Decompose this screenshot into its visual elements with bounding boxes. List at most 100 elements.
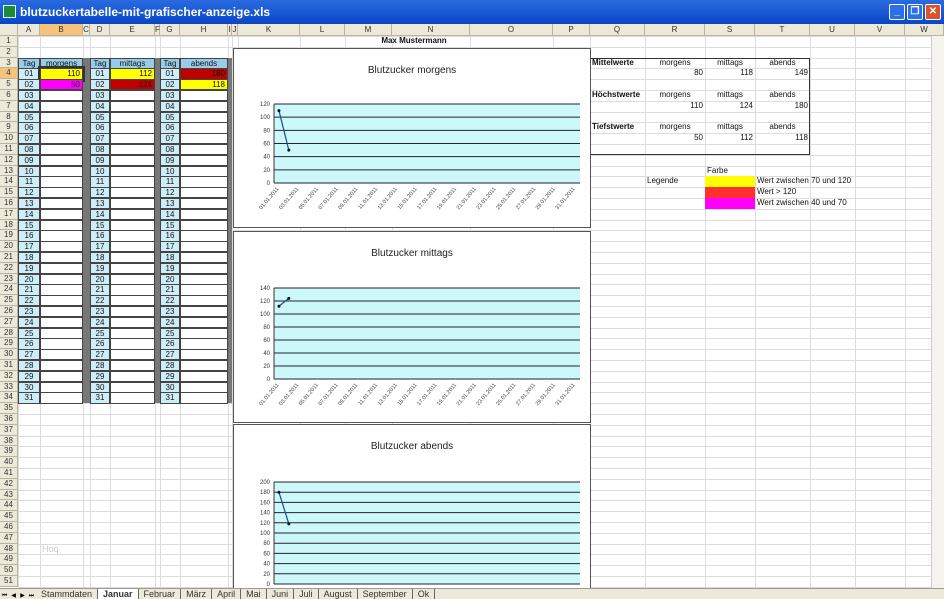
close-button[interactable]: ✕	[925, 4, 941, 20]
chart-1[interactable]: 0 20 40 60 80 100 120 140 01.01.2011 03.01.2011 05…	[233, 231, 591, 423]
legend-color-swatch[interactable]	[705, 176, 755, 188]
day-cell[interactable]: 05	[90, 111, 110, 123]
row-header-38[interactable]: 38	[0, 435, 18, 447]
value-cell[interactable]: 50	[40, 79, 83, 91]
day-cell[interactable]: 06	[90, 122, 110, 134]
value-cell[interactable]	[40, 165, 83, 177]
day-cell[interactable]: 05	[160, 111, 180, 123]
day-cell[interactable]: 07	[90, 133, 110, 145]
day-cell[interactable]: 28	[90, 360, 110, 372]
day-cell[interactable]: 17	[160, 241, 180, 253]
day-cell[interactable]: 09	[160, 154, 180, 167]
value-cell[interactable]	[40, 154, 83, 167]
day-cell[interactable]: 11	[18, 176, 40, 188]
column-header-P[interactable]: P	[553, 24, 590, 36]
column-header-D[interactable]: D	[90, 24, 110, 36]
value-cell[interactable]	[110, 111, 155, 123]
row-header-3[interactable]: 3	[0, 57, 18, 69]
row-header-5[interactable]: 5	[0, 79, 18, 90]
day-cell[interactable]: 02	[160, 79, 180, 91]
table-header-value[interactable]: mittags	[110, 57, 155, 69]
value-cell[interactable]	[180, 165, 228, 177]
value-cell[interactable]	[110, 295, 155, 307]
table-header-day[interactable]: Tag	[160, 57, 180, 69]
tab-nav-button[interactable]: ◀	[11, 593, 16, 599]
day-cell[interactable]: 29	[18, 370, 40, 383]
minimize-button[interactable]: _	[889, 4, 905, 20]
day-cell[interactable]: 29	[90, 370, 110, 383]
day-cell[interactable]: 04	[90, 100, 110, 113]
value-cell[interactable]	[180, 273, 228, 285]
value-cell[interactable]	[180, 316, 228, 329]
value-cell[interactable]	[180, 381, 228, 393]
summary-column-label[interactable]: abends	[769, 57, 796, 67]
row-header-8[interactable]: 8	[0, 111, 18, 123]
value-cell[interactable]	[40, 349, 83, 361]
row-header-26[interactable]: 26	[0, 306, 18, 317]
summary-column-label[interactable]: morgens	[659, 122, 691, 132]
day-cell[interactable]: 21	[18, 284, 40, 296]
row-header-34[interactable]: 34	[0, 392, 18, 404]
row-header-4[interactable]: 4	[0, 68, 18, 80]
tab-nav-button[interactable]: ⏮	[1, 593, 8, 599]
value-cell[interactable]	[180, 154, 228, 167]
value-cell[interactable]	[110, 219, 155, 231]
row-header-9[interactable]: 9	[0, 122, 18, 134]
day-cell[interactable]: 16	[18, 230, 40, 242]
value-cell[interactable]	[180, 327, 228, 339]
value-cell[interactable]	[40, 144, 83, 156]
day-cell[interactable]: 25	[160, 327, 180, 339]
column-header-Q[interactable]: Q	[590, 24, 645, 36]
day-cell[interactable]: 20	[18, 273, 40, 285]
value-cell[interactable]	[40, 338, 83, 350]
value-cell[interactable]	[180, 208, 228, 221]
column-header-K[interactable]: K	[238, 24, 300, 36]
day-cell[interactable]: 12	[160, 187, 180, 199]
row-header-6[interactable]: 6	[0, 90, 18, 101]
day-cell[interactable]: 24	[160, 316, 180, 329]
value-cell[interactable]	[110, 230, 155, 242]
value-cell[interactable]	[110, 122, 155, 134]
summary-column-label[interactable]: abends	[769, 122, 796, 132]
day-cell[interactable]: 20	[160, 273, 180, 285]
row-header-21[interactable]: 21	[0, 252, 18, 263]
day-cell[interactable]: 18	[90, 252, 110, 264]
value-cell[interactable]: 124	[110, 79, 155, 91]
value-cell[interactable]: 180	[180, 68, 228, 80]
value-cell[interactable]	[110, 273, 155, 285]
value-cell[interactable]	[110, 338, 155, 350]
sheet-tab-9[interactable]: September	[358, 589, 413, 599]
row-header-32[interactable]: 32	[0, 370, 18, 382]
value-cell[interactable]	[40, 306, 83, 318]
day-cell[interactable]: 21	[160, 284, 180, 296]
row-header-14[interactable]: 14	[0, 176, 18, 188]
row-header-46[interactable]: 46	[0, 522, 18, 533]
day-cell[interactable]: 23	[90, 306, 110, 318]
day-cell[interactable]: 14	[160, 208, 180, 221]
value-cell[interactable]	[110, 176, 155, 188]
sheet-tab-8[interactable]: August	[319, 589, 358, 599]
row-header-2[interactable]: 2	[0, 46, 18, 58]
day-cell[interactable]: 24	[18, 316, 40, 329]
row-header-43[interactable]: 43	[0, 489, 18, 501]
day-cell[interactable]: 15	[18, 219, 40, 231]
row-header-33[interactable]: 33	[0, 381, 18, 393]
column-header-S[interactable]: S	[705, 24, 755, 36]
row-header-50[interactable]: 50	[0, 565, 18, 576]
row-header-37[interactable]: 37	[0, 424, 18, 436]
column-header-U[interactable]: U	[810, 24, 855, 36]
value-cell[interactable]	[180, 360, 228, 372]
sheet-tab-5[interactable]: Mai	[241, 589, 267, 599]
summary-column-label[interactable]: morgens	[659, 57, 691, 67]
column-header-T[interactable]: T	[755, 24, 810, 36]
day-cell[interactable]: 10	[160, 165, 180, 177]
day-cell[interactable]: 14	[90, 208, 110, 221]
summary-column-label[interactable]: abends	[769, 90, 796, 99]
day-cell[interactable]: 26	[90, 338, 110, 350]
sheet-tab-3[interactable]: März	[181, 589, 213, 599]
day-cell[interactable]: 16	[90, 230, 110, 242]
value-cell[interactable]	[180, 144, 228, 156]
day-cell[interactable]: 28	[18, 360, 40, 372]
row-header-27[interactable]: 27	[0, 316, 18, 328]
day-cell[interactable]: 11	[90, 176, 110, 188]
